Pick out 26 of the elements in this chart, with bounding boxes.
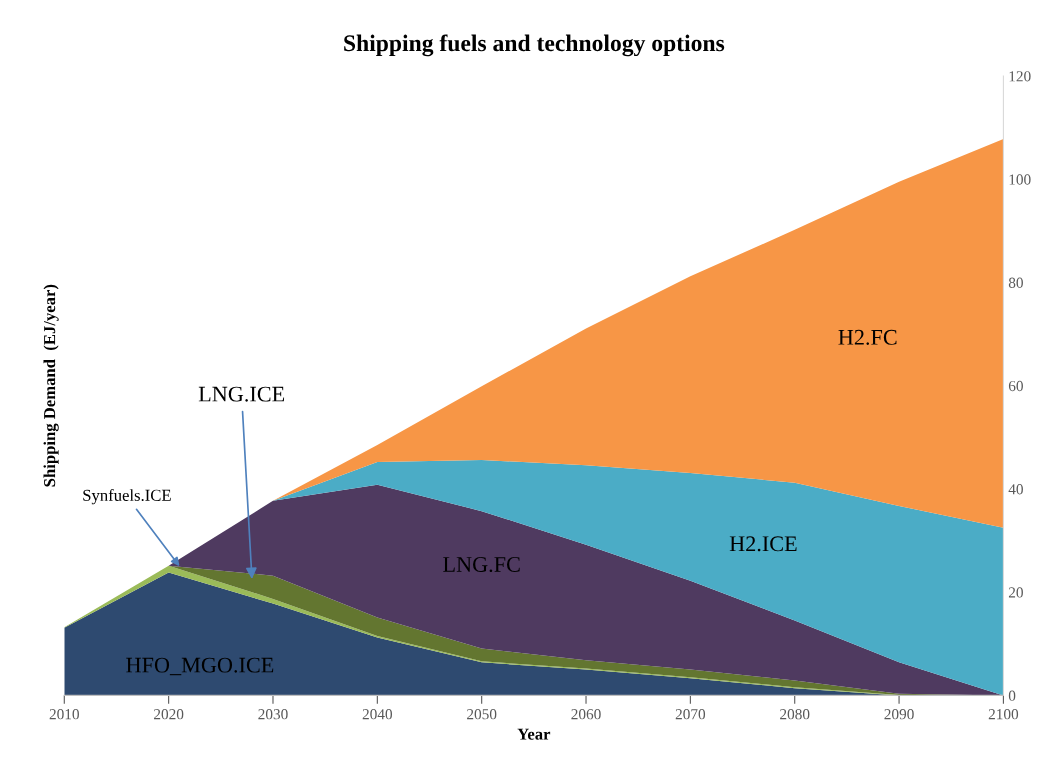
y-axis-title: Shipping Demand (EJ/year) xyxy=(43,284,59,487)
x-tick-label: 2090 xyxy=(884,709,914,720)
series-label: LNG.FC xyxy=(443,556,520,573)
series-label: H2.ICE xyxy=(729,536,797,552)
series-label: HFO_MGO.ICE xyxy=(126,657,274,676)
x-tick-label: 2050 xyxy=(467,709,497,720)
x-axis-title: Year xyxy=(517,728,551,740)
x-tick-label: 2070 xyxy=(675,709,706,720)
chart-title: Shipping fuels and technology options xyxy=(344,34,725,57)
text: LNG.ICE xyxy=(198,386,285,402)
y-tick-label: 0 xyxy=(1008,690,1016,701)
y-tick-label: 120 xyxy=(1009,71,1031,82)
x-tick-label: 2010 xyxy=(49,709,79,720)
text: Synfuels.ICE xyxy=(83,489,171,505)
y-tick-label: 40 xyxy=(1008,484,1023,495)
y-tick-label: 80 xyxy=(1008,277,1023,288)
x-tick-label: 2080 xyxy=(780,709,810,720)
x-tick-label: 2060 xyxy=(571,709,601,720)
x-tick-label: 2030 xyxy=(258,709,288,720)
series-label: H2.FC xyxy=(838,329,897,345)
y-tick-label: 100 xyxy=(1009,174,1031,185)
x-tick-label: 2100 xyxy=(988,709,1019,720)
x-tick-label: 2040 xyxy=(362,709,393,720)
y-tick-label: 60 xyxy=(1008,380,1023,392)
x-tick-label: 2020 xyxy=(154,709,184,720)
y-tick-label: 20 xyxy=(1008,587,1023,598)
